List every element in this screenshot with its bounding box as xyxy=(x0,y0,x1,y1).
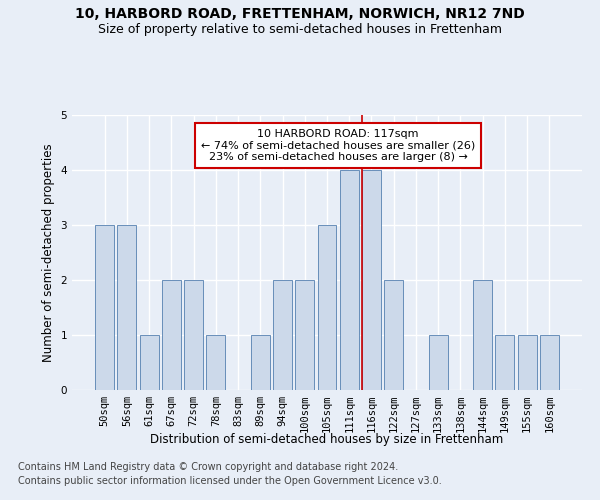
Bar xyxy=(95,225,114,390)
Bar xyxy=(295,280,314,390)
Bar xyxy=(273,280,292,390)
Bar xyxy=(317,225,337,390)
Bar xyxy=(340,170,359,390)
Text: Contains HM Land Registry data © Crown copyright and database right 2024.: Contains HM Land Registry data © Crown c… xyxy=(18,462,398,472)
Bar xyxy=(140,335,158,390)
Bar xyxy=(184,280,203,390)
Text: Size of property relative to semi-detached houses in Frettenham: Size of property relative to semi-detach… xyxy=(98,22,502,36)
Bar xyxy=(384,280,403,390)
Bar xyxy=(540,335,559,390)
Bar xyxy=(429,335,448,390)
Text: Distribution of semi-detached houses by size in Frettenham: Distribution of semi-detached houses by … xyxy=(151,432,503,446)
Text: 10 HARBORD ROAD: 117sqm
← 74% of semi-detached houses are smaller (26)
23% of se: 10 HARBORD ROAD: 117sqm ← 74% of semi-de… xyxy=(201,128,475,162)
Y-axis label: Number of semi-detached properties: Number of semi-detached properties xyxy=(42,143,55,362)
Bar xyxy=(118,225,136,390)
Bar xyxy=(206,335,225,390)
Bar xyxy=(251,335,270,390)
Text: 10, HARBORD ROAD, FRETTENHAM, NORWICH, NR12 7ND: 10, HARBORD ROAD, FRETTENHAM, NORWICH, N… xyxy=(75,8,525,22)
Bar xyxy=(473,280,492,390)
Text: Contains public sector information licensed under the Open Government Licence v3: Contains public sector information licen… xyxy=(18,476,442,486)
Bar xyxy=(162,280,181,390)
Bar xyxy=(362,170,381,390)
Bar xyxy=(496,335,514,390)
Bar xyxy=(518,335,536,390)
